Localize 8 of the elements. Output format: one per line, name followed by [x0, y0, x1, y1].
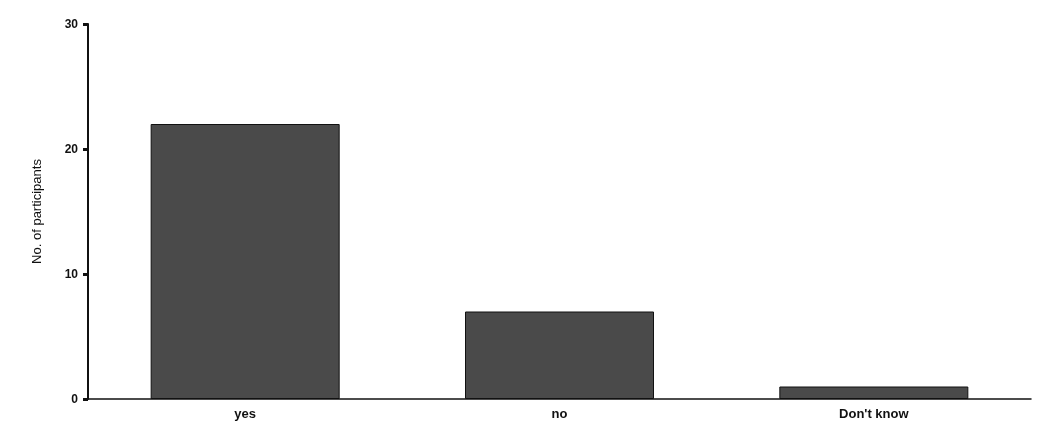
y-tick-label: 10 — [64, 267, 79, 281]
y-axis-title: No. of participants — [29, 158, 44, 264]
x-tick-label: yes — [234, 406, 257, 421]
y-tick-label: 20 — [64, 142, 79, 156]
y-tick-label: 30 — [64, 17, 79, 31]
y-tick-label: 0 — [71, 392, 79, 406]
x-tick-label: Don't know — [839, 406, 910, 421]
x-tick-label: no — [551, 406, 568, 421]
